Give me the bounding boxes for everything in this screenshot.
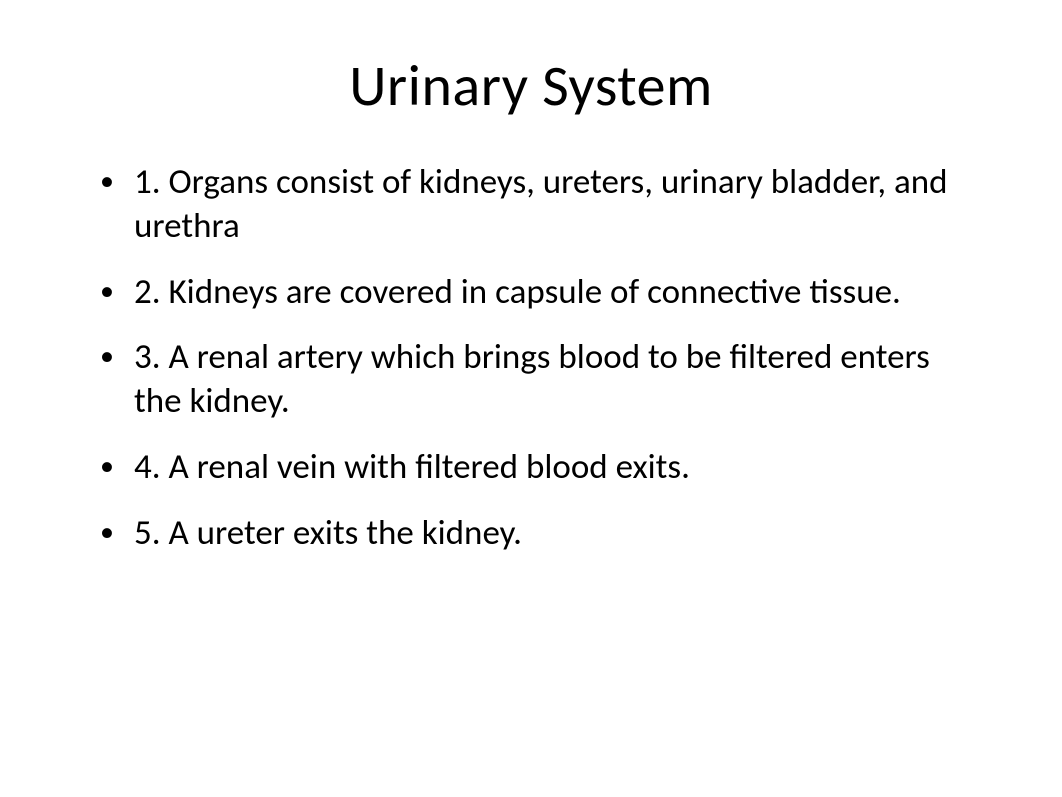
slide-title: Urinary System [70, 50, 992, 121]
list-item: 3. A renal artery which brings blood to … [100, 336, 982, 424]
slide: Urinary System 1. Organs consist of kidn… [0, 0, 1062, 797]
list-item: 5. A ureter exits the kidney. [100, 512, 982, 556]
list-item: 1. Organs consist of kidneys, ureters, u… [100, 161, 982, 249]
list-item: 4. A renal vein with filtered blood exit… [100, 446, 982, 490]
list-item: 2. Kidneys are covered in capsule of con… [100, 271, 982, 315]
bullet-list: 1. Organs consist of kidneys, ureters, u… [70, 161, 992, 555]
